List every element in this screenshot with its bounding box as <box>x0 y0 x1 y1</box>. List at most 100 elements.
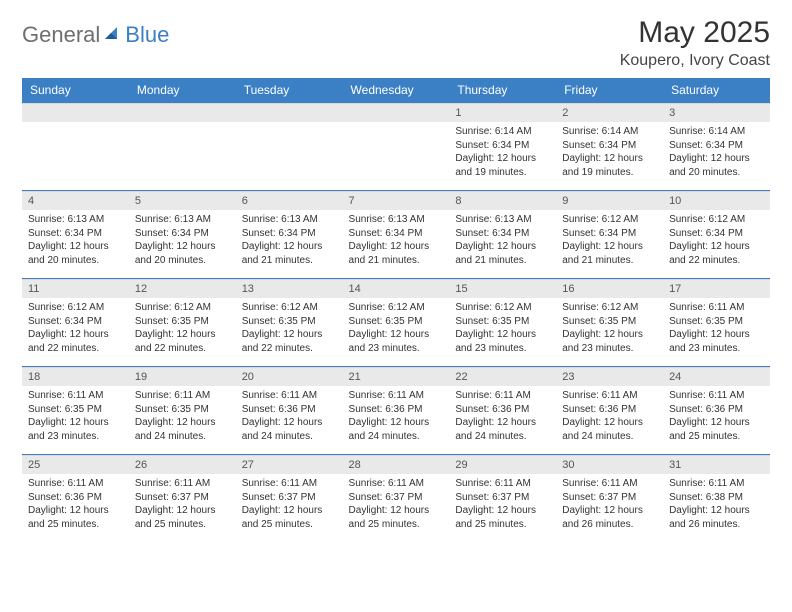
day-number: 10 <box>663 191 770 210</box>
calendar-day-cell: 5Sunrise: 6:13 AMSunset: 6:34 PMDaylight… <box>129 191 236 279</box>
daylight-line2: and 23 minutes. <box>669 342 764 356</box>
weekday-wednesday: Wednesday <box>343 78 450 103</box>
sunrise-text: Sunrise: 6:11 AM <box>135 477 230 491</box>
logo-text-blue: Blue <box>125 22 169 48</box>
sunset-text: Sunset: 6:35 PM <box>455 315 550 329</box>
calendar-day-cell: 28Sunrise: 6:11 AMSunset: 6:37 PMDayligh… <box>343 455 450 543</box>
sunrise-text: Sunrise: 6:14 AM <box>562 125 657 139</box>
weekday-monday: Monday <box>129 78 236 103</box>
daylight-line2: and 23 minutes. <box>349 342 444 356</box>
day-number <box>343 103 450 122</box>
daylight-line2: and 25 minutes. <box>242 518 337 532</box>
calendar-day-cell: 22Sunrise: 6:11 AMSunset: 6:36 PMDayligh… <box>449 367 556 455</box>
daylight-line1: Daylight: 12 hours <box>135 416 230 430</box>
calendar-day-cell: 11Sunrise: 6:12 AMSunset: 6:34 PMDayligh… <box>22 279 129 367</box>
sunrise-text: Sunrise: 6:11 AM <box>562 389 657 403</box>
weekday-header-row: Sunday Monday Tuesday Wednesday Thursday… <box>22 78 770 103</box>
day-number: 21 <box>343 367 450 386</box>
calendar-day-cell: 8Sunrise: 6:13 AMSunset: 6:34 PMDaylight… <box>449 191 556 279</box>
sunrise-text: Sunrise: 6:11 AM <box>242 389 337 403</box>
sunrise-text: Sunrise: 6:12 AM <box>135 301 230 315</box>
day-number: 13 <box>236 279 343 298</box>
daylight-line1: Daylight: 12 hours <box>669 504 764 518</box>
daylight-line2: and 19 minutes. <box>455 166 550 180</box>
calendar-day-cell: 30Sunrise: 6:11 AMSunset: 6:37 PMDayligh… <box>556 455 663 543</box>
day-details: Sunrise: 6:12 AMSunset: 6:35 PMDaylight:… <box>129 298 236 359</box>
day-number: 11 <box>22 279 129 298</box>
sunset-text: Sunset: 6:36 PM <box>242 403 337 417</box>
daylight-line1: Daylight: 12 hours <box>242 504 337 518</box>
title-block: May 2025 Koupero, Ivory Coast <box>620 16 770 70</box>
sunset-text: Sunset: 6:36 PM <box>455 403 550 417</box>
calendar-day-cell: 14Sunrise: 6:12 AMSunset: 6:35 PMDayligh… <box>343 279 450 367</box>
daylight-line1: Daylight: 12 hours <box>562 504 657 518</box>
day-number: 29 <box>449 455 556 474</box>
sunset-text: Sunset: 6:37 PM <box>242 491 337 505</box>
day-number: 1 <box>449 103 556 122</box>
day-number: 28 <box>343 455 450 474</box>
daylight-line1: Daylight: 12 hours <box>455 240 550 254</box>
sunset-text: Sunset: 6:35 PM <box>135 403 230 417</box>
daylight-line2: and 20 minutes. <box>28 254 123 268</box>
day-number: 8 <box>449 191 556 210</box>
sunrise-text: Sunrise: 6:12 AM <box>562 301 657 315</box>
day-details: Sunrise: 6:11 AMSunset: 6:35 PMDaylight:… <box>22 386 129 447</box>
day-number: 2 <box>556 103 663 122</box>
daylight-line1: Daylight: 12 hours <box>455 152 550 166</box>
daylight-line2: and 23 minutes. <box>562 342 657 356</box>
weekday-thursday: Thursday <box>449 78 556 103</box>
day-number: 6 <box>236 191 343 210</box>
sunset-text: Sunset: 6:34 PM <box>669 227 764 241</box>
day-number: 17 <box>663 279 770 298</box>
daylight-line2: and 25 minutes. <box>135 518 230 532</box>
daylight-line2: and 23 minutes. <box>455 342 550 356</box>
sunrise-text: Sunrise: 6:11 AM <box>242 477 337 491</box>
sunrise-text: Sunrise: 6:12 AM <box>349 301 444 315</box>
sunset-text: Sunset: 6:35 PM <box>242 315 337 329</box>
day-details: Sunrise: 6:11 AMSunset: 6:35 PMDaylight:… <box>663 298 770 359</box>
daylight-line1: Daylight: 12 hours <box>242 416 337 430</box>
sunset-text: Sunset: 6:35 PM <box>562 315 657 329</box>
day-details: Sunrise: 6:11 AMSunset: 6:37 PMDaylight:… <box>129 474 236 535</box>
sunset-text: Sunset: 6:34 PM <box>562 139 657 153</box>
weekday-saturday: Saturday <box>663 78 770 103</box>
sunset-text: Sunset: 6:36 PM <box>28 491 123 505</box>
day-details: Sunrise: 6:11 AMSunset: 6:36 PMDaylight:… <box>343 386 450 447</box>
daylight-line1: Daylight: 12 hours <box>455 504 550 518</box>
sunrise-text: Sunrise: 6:13 AM <box>242 213 337 227</box>
calendar-day-cell: 21Sunrise: 6:11 AMSunset: 6:36 PMDayligh… <box>343 367 450 455</box>
sunrise-text: Sunrise: 6:12 AM <box>28 301 123 315</box>
day-number: 3 <box>663 103 770 122</box>
day-details: Sunrise: 6:12 AMSunset: 6:35 PMDaylight:… <box>343 298 450 359</box>
daylight-line2: and 25 minutes. <box>669 430 764 444</box>
calendar-day-cell: 23Sunrise: 6:11 AMSunset: 6:36 PMDayligh… <box>556 367 663 455</box>
calendar-table: Sunday Monday Tuesday Wednesday Thursday… <box>22 78 770 543</box>
daylight-line1: Daylight: 12 hours <box>135 328 230 342</box>
logo-text-general: General <box>22 22 100 48</box>
day-details: Sunrise: 6:14 AMSunset: 6:34 PMDaylight:… <box>556 122 663 183</box>
sunrise-text: Sunrise: 6:11 AM <box>455 389 550 403</box>
calendar-day-cell: 10Sunrise: 6:12 AMSunset: 6:34 PMDayligh… <box>663 191 770 279</box>
sunrise-text: Sunrise: 6:11 AM <box>28 389 123 403</box>
day-number <box>129 103 236 122</box>
sunset-text: Sunset: 6:36 PM <box>349 403 444 417</box>
calendar-week-row: 18Sunrise: 6:11 AMSunset: 6:35 PMDayligh… <box>22 367 770 455</box>
daylight-line2: and 19 minutes. <box>562 166 657 180</box>
day-number: 20 <box>236 367 343 386</box>
day-number <box>236 103 343 122</box>
day-number: 27 <box>236 455 343 474</box>
sunset-text: Sunset: 6:38 PM <box>669 491 764 505</box>
day-number: 26 <box>129 455 236 474</box>
sunrise-text: Sunrise: 6:11 AM <box>28 477 123 491</box>
calendar-day-cell: 4Sunrise: 6:13 AMSunset: 6:34 PMDaylight… <box>22 191 129 279</box>
day-number: 24 <box>663 367 770 386</box>
calendar-day-cell: 9Sunrise: 6:12 AMSunset: 6:34 PMDaylight… <box>556 191 663 279</box>
calendar-day-cell: 7Sunrise: 6:13 AMSunset: 6:34 PMDaylight… <box>343 191 450 279</box>
sunrise-text: Sunrise: 6:12 AM <box>562 213 657 227</box>
day-details: Sunrise: 6:12 AMSunset: 6:34 PMDaylight:… <box>556 210 663 271</box>
day-number: 25 <box>22 455 129 474</box>
page-header: General Blue May 2025 Koupero, Ivory Coa… <box>22 16 770 70</box>
daylight-line2: and 24 minutes. <box>455 430 550 444</box>
calendar-day-cell: 31Sunrise: 6:11 AMSunset: 6:38 PMDayligh… <box>663 455 770 543</box>
day-details: Sunrise: 6:13 AMSunset: 6:34 PMDaylight:… <box>129 210 236 271</box>
